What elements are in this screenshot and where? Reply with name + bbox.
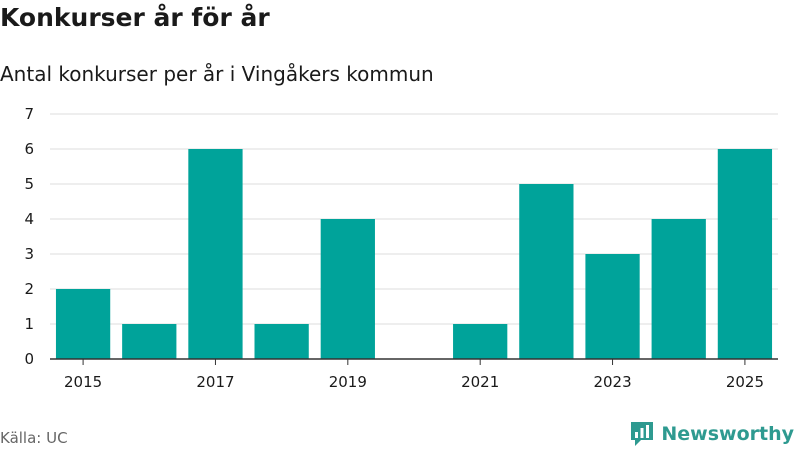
- bar-2025: [717, 149, 773, 359]
- chart-title: Konkurser år för år: [0, 3, 270, 32]
- y-tick-label: 0: [24, 350, 34, 368]
- bar-2017: [188, 149, 243, 359]
- x-tick-label: 2017: [196, 373, 234, 391]
- bar-2016: [122, 324, 177, 359]
- y-tick-label: 1: [24, 315, 34, 333]
- bar-2021: [453, 324, 508, 359]
- grid-lines: [50, 113, 778, 325]
- bar-2019: [320, 219, 375, 359]
- y-tick-label: 3: [24, 245, 34, 263]
- source-note: Källa: UC: [0, 429, 68, 447]
- bar-2018: [254, 324, 309, 359]
- bar-chart-chat-icon: [631, 422, 654, 446]
- brand-logo: Newsworthy: [629, 420, 794, 448]
- bar-2022: [519, 184, 574, 359]
- x-tick-label: 2023: [593, 373, 631, 391]
- bar-2023: [585, 254, 640, 359]
- y-tick-label: 5: [24, 175, 34, 193]
- y-tick-label: 7: [24, 105, 34, 123]
- y-tick-label: 2: [24, 280, 34, 298]
- x-tick-label: 2021: [461, 373, 499, 391]
- y-tick-label: 4: [24, 210, 34, 228]
- x-tick-label: 2025: [726, 373, 764, 391]
- brand-name: Newsworthy: [661, 423, 794, 445]
- bar-2024: [651, 219, 706, 359]
- chart-subtitle: Antal konkurser per år i Vingåkers kommu…: [0, 62, 434, 86]
- bar-chart: 0 1 2 3 4 5 6 7 2015 2017 2019 2021 2023 2025: [24, 105, 778, 391]
- y-tick-label: 6: [24, 140, 34, 158]
- bars: [55, 149, 773, 359]
- bar-2015: [55, 289, 111, 359]
- x-tick-label: 2015: [64, 373, 102, 391]
- x-tick-label: 2019: [329, 373, 367, 391]
- x-axis-ticks: 2015 2017 2019 2021 2023 2025: [50, 358, 778, 391]
- y-axis-ticks: 0 1 2 3 4 5 6 7: [24, 105, 34, 368]
